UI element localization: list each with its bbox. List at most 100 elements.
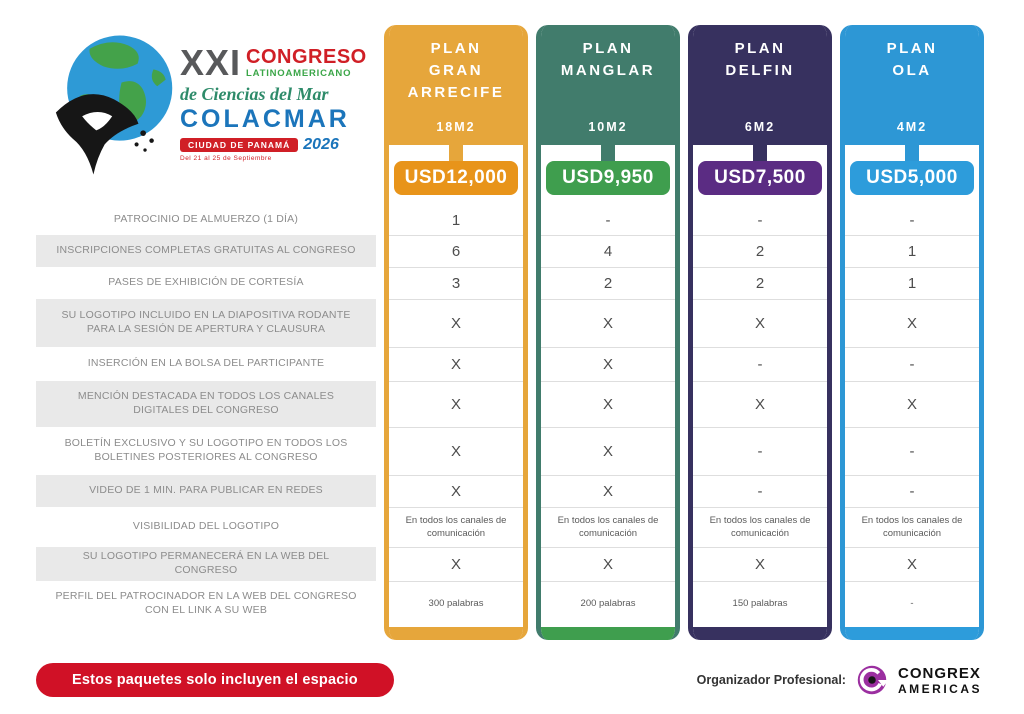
value-cell: 2	[693, 267, 827, 299]
value-cell: X	[693, 381, 827, 427]
value-cell: -	[757, 211, 763, 229]
value-cell: 300 palabras	[389, 581, 523, 627]
plan-title: PLAN DELFIN	[697, 38, 823, 82]
value-cell: 3	[389, 267, 523, 299]
value-cell: X	[389, 547, 523, 581]
value-cell: -	[909, 211, 915, 229]
plan-footer-bar	[693, 627, 827, 640]
value-cell: 2	[541, 267, 675, 299]
value-cell: X	[389, 475, 523, 507]
logo-ciencias: de Ciencias del Mar	[180, 84, 329, 104]
plan-title: PLAN MANGLAR	[545, 38, 671, 82]
plan-footer-bar	[541, 627, 675, 640]
plan-connector	[541, 145, 675, 161]
plan-size: 6M2	[744, 120, 776, 134]
plan-label: PLAN	[582, 40, 634, 57]
plan-columns: PLAN GRAN ARRECIFE 18M2 USD12,000 1 6 3 …	[384, 25, 984, 640]
value-cell: 1	[845, 267, 979, 299]
value-cell: 1	[845, 235, 979, 267]
value-cell: X	[845, 299, 979, 347]
row-label: BOLETÍN EXCLUSIVO Y SU LOGOTIPO EN TODOS…	[64, 437, 348, 463]
value-cell: X	[693, 547, 827, 581]
price-badge: USD7,500	[698, 161, 822, 195]
row-label: SU LOGOTIPO INCLUIDO EN LA DIAPOSITIVA R…	[36, 299, 376, 347]
value-cell: X	[541, 427, 675, 475]
bottom-row: Estos paquetes solo incluyen el espacio …	[36, 662, 984, 698]
organizer-block: Organizador Profesional: CONGREX AMERICA…	[697, 662, 982, 698]
price-badge: USD5,000	[850, 161, 974, 195]
price-badge: USD12,000	[394, 161, 518, 195]
plan-footer-bar	[389, 627, 523, 640]
value-cell: 200 palabras	[541, 581, 675, 627]
value-cell: 150 palabras	[693, 581, 827, 627]
congress-logo: XXI CONGRESO LATINOAMERICANO de Ciencias…	[36, 25, 376, 205]
row-label: INSCRIPCIONES COMPLETAS GRATUITAS AL CON…	[36, 235, 376, 267]
organizer-name: CONGREX AMERICAS	[898, 666, 982, 695]
logo-dates: Del 21 al 25 de Septiembre	[180, 155, 272, 162]
row-label: MENCIÓN DESTACADA EN TODOS LOS CANALES D…	[36, 381, 376, 427]
value-cell: -	[693, 427, 827, 475]
logo-colacmar: COLACMAR	[180, 105, 350, 133]
organizer-label: Organizador Profesional:	[696, 673, 846, 687]
value-cell: En todos los canales de comunicación	[389, 507, 523, 547]
plan-values: - 1 1 X - X - - En todos los canales de …	[845, 205, 979, 627]
row-label: SU LOGOTIPO PERMANECERÁ EN LA WEB DEL CO…	[36, 547, 376, 581]
row-label: VISIBILIDAD DEL LOGOTIPO	[132, 520, 280, 533]
value-cell: X	[845, 547, 979, 581]
value-cell: X	[541, 475, 675, 507]
value-cell: -	[693, 347, 827, 381]
plan-connector	[845, 145, 979, 161]
value-cell: X	[389, 299, 523, 347]
logo-xxi: XXI	[180, 42, 242, 83]
value-cell: 1	[451, 211, 461, 229]
plan-size: 4M2	[896, 120, 928, 134]
value-cell: En todos los canales de comunicación	[845, 507, 979, 547]
value-cell: -	[845, 347, 979, 381]
value-cell: -	[845, 581, 979, 627]
value-cell: -	[845, 475, 979, 507]
value-cell: En todos los canales de comunicación	[693, 507, 827, 547]
congrex-logo-icon	[857, 665, 889, 695]
plan-size: 18M2	[436, 120, 476, 134]
plan-values: 1 6 3 X X X X X En todos los canales de …	[389, 205, 523, 627]
row-label: PERFIL DEL PATROCINADOR EN LA WEB DEL CO…	[55, 590, 357, 616]
value-cell: 2	[693, 235, 827, 267]
plan-header: PLAN MANGLAR 10M2	[541, 25, 675, 145]
plan-card-gran-arrecife: PLAN GRAN ARRECIFE 18M2 USD12,000 1 6 3 …	[384, 25, 528, 640]
row-label: PATROCINIO DE ALMUERZO (1 DÍA)	[113, 213, 299, 226]
value-cell: -	[693, 475, 827, 507]
value-cell: 4	[541, 235, 675, 267]
logo-text: XXI CONGRESO LATINOAMERICANO de Ciencias…	[180, 29, 367, 163]
plan-connector	[389, 145, 523, 161]
comparison-table: XXI CONGRESO LATINOAMERICANO de Ciencias…	[36, 25, 984, 640]
plan-label: PLAN	[430, 40, 482, 57]
plan-name: GRAN ARRECIFE	[407, 61, 505, 101]
logo-ciudad-badge: CIUDAD DE PANAMÁ	[180, 137, 299, 153]
value-cell: X	[389, 381, 523, 427]
row-label: VIDEO DE 1 MIN. PARA PUBLICAR EN REDES	[36, 475, 376, 507]
plan-title: PLAN GRAN ARRECIFE	[393, 38, 519, 103]
plan-header: PLAN DELFIN 6M2	[693, 25, 827, 145]
organizer-name-top: CONGREX	[897, 664, 981, 682]
plan-card-ola: PLAN OLA 4M2 USD5,000 - 1 1 X - X - - En…	[840, 25, 984, 640]
plan-name: MANGLAR	[560, 61, 656, 79]
globe-manta-icon	[55, 35, 173, 175]
value-cell: X	[541, 299, 675, 347]
value-cell: En todos los canales de comunicación	[541, 507, 675, 547]
plan-card-delfin: PLAN DELFIN 6M2 USD7,500 - 2 2 X - X - -…	[688, 25, 832, 640]
logo-latinoamericano: LATINOAMERICANO	[246, 68, 352, 79]
plan-label: PLAN	[886, 40, 938, 57]
value-cell: X	[693, 299, 827, 347]
plan-size: 10M2	[588, 120, 628, 134]
plan-name: OLA	[892, 61, 932, 79]
plan-values: - 4 2 X X X X X En todos los canales de …	[541, 205, 675, 627]
plan-title: PLAN OLA	[849, 38, 975, 82]
logo-congreso: CONGRESO	[246, 46, 367, 68]
row-labels-column: XXI CONGRESO LATINOAMERICANO de Ciencias…	[36, 25, 376, 627]
space-note-pill: Estos paquetes solo incluyen el espacio	[36, 663, 394, 697]
value-cell: X	[541, 547, 675, 581]
value-cell: X	[541, 381, 675, 427]
value-cell: X	[389, 347, 523, 381]
plan-values: - 2 2 X - X - - En todos los canales de …	[693, 205, 827, 627]
